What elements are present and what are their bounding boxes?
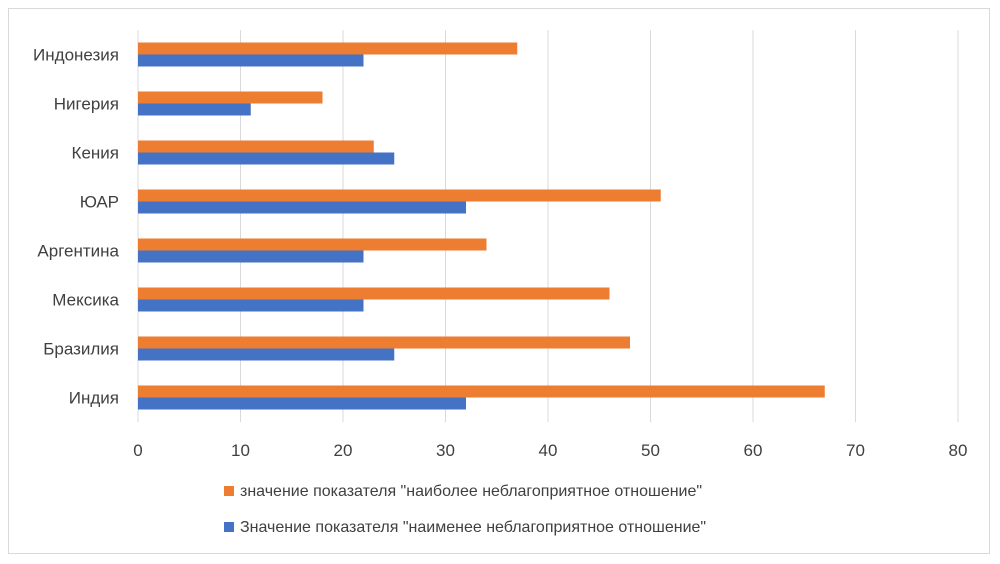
x-tick-label: 20 bbox=[334, 441, 353, 460]
category-label: ЮАР bbox=[80, 193, 119, 212]
x-tick-label: 10 bbox=[231, 441, 250, 460]
legend-label-0: значение показателя "наиболее неблагопри… bbox=[240, 483, 702, 500]
bar-series0-4 bbox=[138, 238, 487, 251]
bar-series0-3 bbox=[138, 189, 661, 202]
bar-series1-4 bbox=[138, 250, 364, 263]
legend: значение показателя "наиболее неблагопри… bbox=[224, 483, 706, 536]
category-label: Бразилия bbox=[43, 340, 119, 359]
x-tick-label: 70 bbox=[846, 441, 865, 460]
category-label: Аргентина bbox=[37, 242, 119, 261]
bars bbox=[138, 42, 825, 410]
x-tick-label: 50 bbox=[641, 441, 660, 460]
category-label: Индонезия bbox=[33, 46, 119, 65]
bar-series0-6 bbox=[138, 336, 630, 349]
bar-series0-0 bbox=[138, 42, 518, 55]
bar-series1-3 bbox=[138, 201, 466, 214]
category-label: Индия bbox=[69, 389, 119, 408]
x-tick-label: 0 bbox=[133, 441, 142, 460]
x-tick-label: 40 bbox=[539, 441, 558, 460]
x-tick-label: 30 bbox=[436, 441, 455, 460]
legend-swatch-0 bbox=[224, 486, 234, 496]
category-label: Мексика bbox=[52, 291, 119, 310]
bar-series1-0 bbox=[138, 54, 364, 67]
bar-series1-1 bbox=[138, 103, 251, 116]
bar-series1-7 bbox=[138, 397, 466, 410]
bar-series1-2 bbox=[138, 152, 395, 165]
bar-series1-6 bbox=[138, 348, 395, 361]
bar-series0-7 bbox=[138, 385, 825, 398]
axis-labels: 0 10 20 30 40 50 60 70 80 Индонезия Нигерия Кения ЮА… bbox=[33, 46, 967, 461]
x-tick-label: 80 bbox=[949, 441, 968, 460]
bar-series0-1 bbox=[138, 91, 323, 104]
gridlines bbox=[137, 30, 959, 422]
bar-series1-5 bbox=[138, 299, 364, 312]
legend-swatch-1 bbox=[224, 522, 234, 532]
category-label: Кения bbox=[72, 144, 119, 163]
x-tick-label: 60 bbox=[744, 441, 763, 460]
bar-series0-2 bbox=[138, 140, 374, 153]
legend-label-1: Значение показателя "наименее неблагопри… bbox=[240, 519, 706, 536]
category-label: Нигерия bbox=[54, 95, 119, 114]
bar-series0-5 bbox=[138, 287, 610, 300]
